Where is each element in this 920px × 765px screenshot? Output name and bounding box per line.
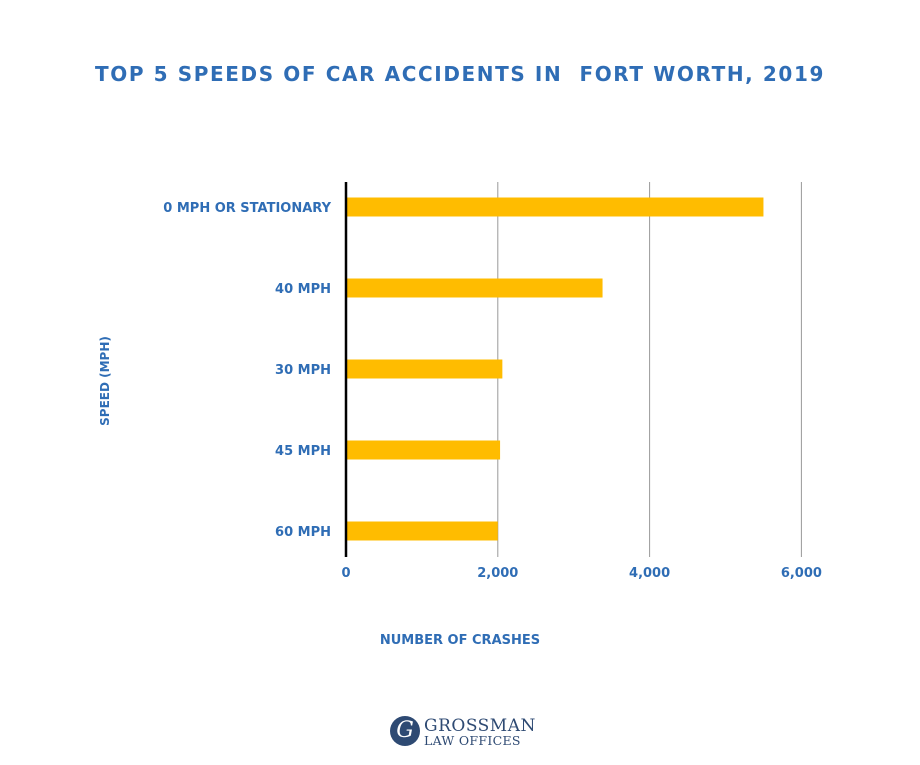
chart-title: TOP 5 SPEEDS OF CAR ACCIDENTS IN FORT WO…	[95, 62, 825, 86]
bar-3	[347, 440, 501, 460]
y-tick-label-1: 40 MPH	[275, 282, 331, 297]
y-tick-label-4: 60 MPH	[275, 525, 331, 540]
y-tick-label-3: 45 MPH	[275, 444, 331, 459]
logo-line-1: GROSSMAN	[424, 716, 536, 736]
grossman-logo: G GROSSMAN LAW OFFICES	[390, 716, 540, 750]
x-tick-label-1: 2,000	[477, 566, 518, 581]
bar-0	[347, 197, 764, 217]
y-tick-label-0: 0 MPH OR STATIONARY	[163, 201, 331, 216]
bar-2	[347, 359, 503, 379]
bar-1	[347, 278, 603, 298]
x-tick-label-0: 0	[341, 566, 350, 581]
x-axis-label: NUMBER OF CRASHES	[379, 633, 541, 648]
logo-line-2: LAW OFFICES	[424, 733, 521, 748]
logo-g-icon: G	[390, 716, 420, 746]
x-tick-label-3: 6,000	[781, 566, 822, 581]
bar-4	[347, 521, 498, 541]
y-tick-label-2: 30 MPH	[275, 363, 331, 378]
x-tick-label-2: 4,000	[629, 566, 670, 581]
